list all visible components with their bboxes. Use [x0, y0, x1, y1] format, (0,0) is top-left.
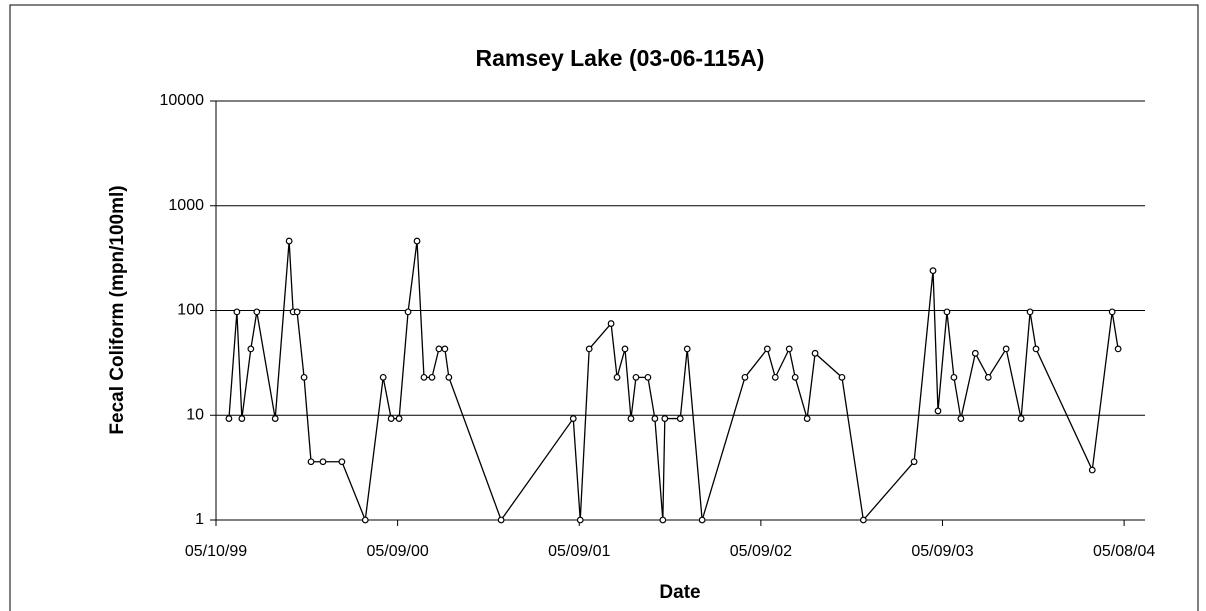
data-point [428, 373, 436, 381]
data-point [404, 308, 412, 316]
data-point [585, 345, 593, 353]
data-point [1032, 345, 1040, 353]
data-point [763, 345, 771, 353]
data-point [661, 415, 669, 422]
data-point [627, 415, 635, 422]
data-point [741, 373, 749, 381]
data-point [632, 373, 640, 381]
data-point [387, 415, 395, 422]
data-point [247, 345, 255, 353]
data-point [300, 373, 308, 381]
data-point [950, 373, 958, 381]
data-point [910, 458, 918, 466]
data-point [1114, 345, 1122, 353]
data-point [957, 415, 965, 422]
data-point [803, 415, 811, 422]
data-point [253, 308, 261, 316]
data-point [379, 373, 387, 381]
x-tick-label: 05/09/03 [911, 543, 973, 560]
data-point [395, 415, 403, 422]
x-tick-label: 05/10/99 [185, 543, 247, 560]
x-axis-label: Date [659, 582, 700, 603]
data-point [651, 415, 659, 422]
data-point [698, 516, 706, 524]
data-point [791, 373, 799, 381]
data-point [238, 415, 246, 422]
data-point [1026, 308, 1034, 316]
y-tick-label: 1000 [168, 197, 204, 214]
data-point [785, 345, 793, 353]
data-point [683, 345, 691, 353]
chart-title: Ramsey Lake (03-06-115A) [476, 45, 765, 71]
data-point [1108, 308, 1116, 316]
data-point [859, 516, 867, 524]
y-tick-label: 1 [195, 511, 204, 528]
data-point [420, 373, 428, 381]
data-line [228, 240, 1119, 523]
data-point [338, 458, 346, 466]
data-point [285, 237, 293, 245]
x-tick-label: 05/09/00 [366, 543, 428, 560]
x-tick-label: 05/09/02 [730, 543, 792, 560]
data-point [441, 345, 449, 353]
data-point [934, 407, 942, 415]
data-point [435, 345, 443, 353]
data-point [659, 516, 667, 524]
data-point [319, 458, 327, 466]
data-point [621, 345, 629, 353]
y-tick-label: 10000 [160, 92, 205, 109]
data-point [676, 415, 684, 422]
data-point [943, 308, 951, 316]
x-tick-label: 05/08/04 [1093, 543, 1155, 560]
data-point [613, 373, 621, 381]
data-point [1002, 345, 1010, 353]
data-point [293, 308, 301, 316]
y-tick-label: 100 [177, 302, 204, 319]
data-point [307, 458, 315, 466]
data-point [771, 373, 779, 381]
data-point [929, 267, 937, 275]
data-point [1088, 466, 1096, 474]
data-point [644, 373, 652, 381]
data-point [984, 373, 992, 381]
data-point [233, 308, 241, 316]
y-tick-label: 10 [186, 406, 204, 423]
data-point [576, 516, 584, 524]
data-point [811, 349, 819, 357]
data-point [271, 415, 279, 422]
data-point [497, 516, 505, 524]
y-axis-label: Fecal Coliform (mpn/100ml) [107, 185, 128, 434]
data-point [445, 373, 453, 381]
x-tick-label: 05/09/01 [548, 543, 610, 560]
data-point [607, 320, 615, 327]
data-point [1017, 415, 1025, 422]
chart-border [9, 4, 1199, 611]
data-point [971, 349, 979, 357]
data-point [225, 415, 233, 422]
data-point [413, 237, 421, 245]
data-point [569, 415, 577, 422]
data-point [361, 516, 369, 524]
data-point [838, 373, 846, 381]
